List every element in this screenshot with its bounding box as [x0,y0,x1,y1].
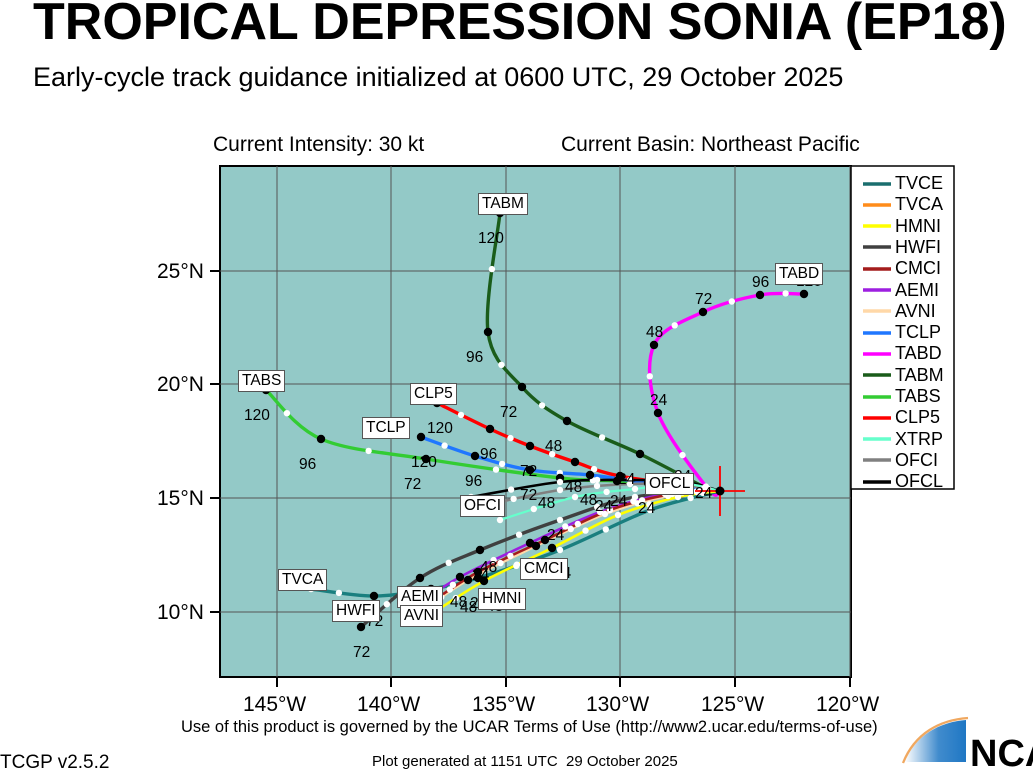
svg-text:NCAR: NCAR [970,733,1033,775]
